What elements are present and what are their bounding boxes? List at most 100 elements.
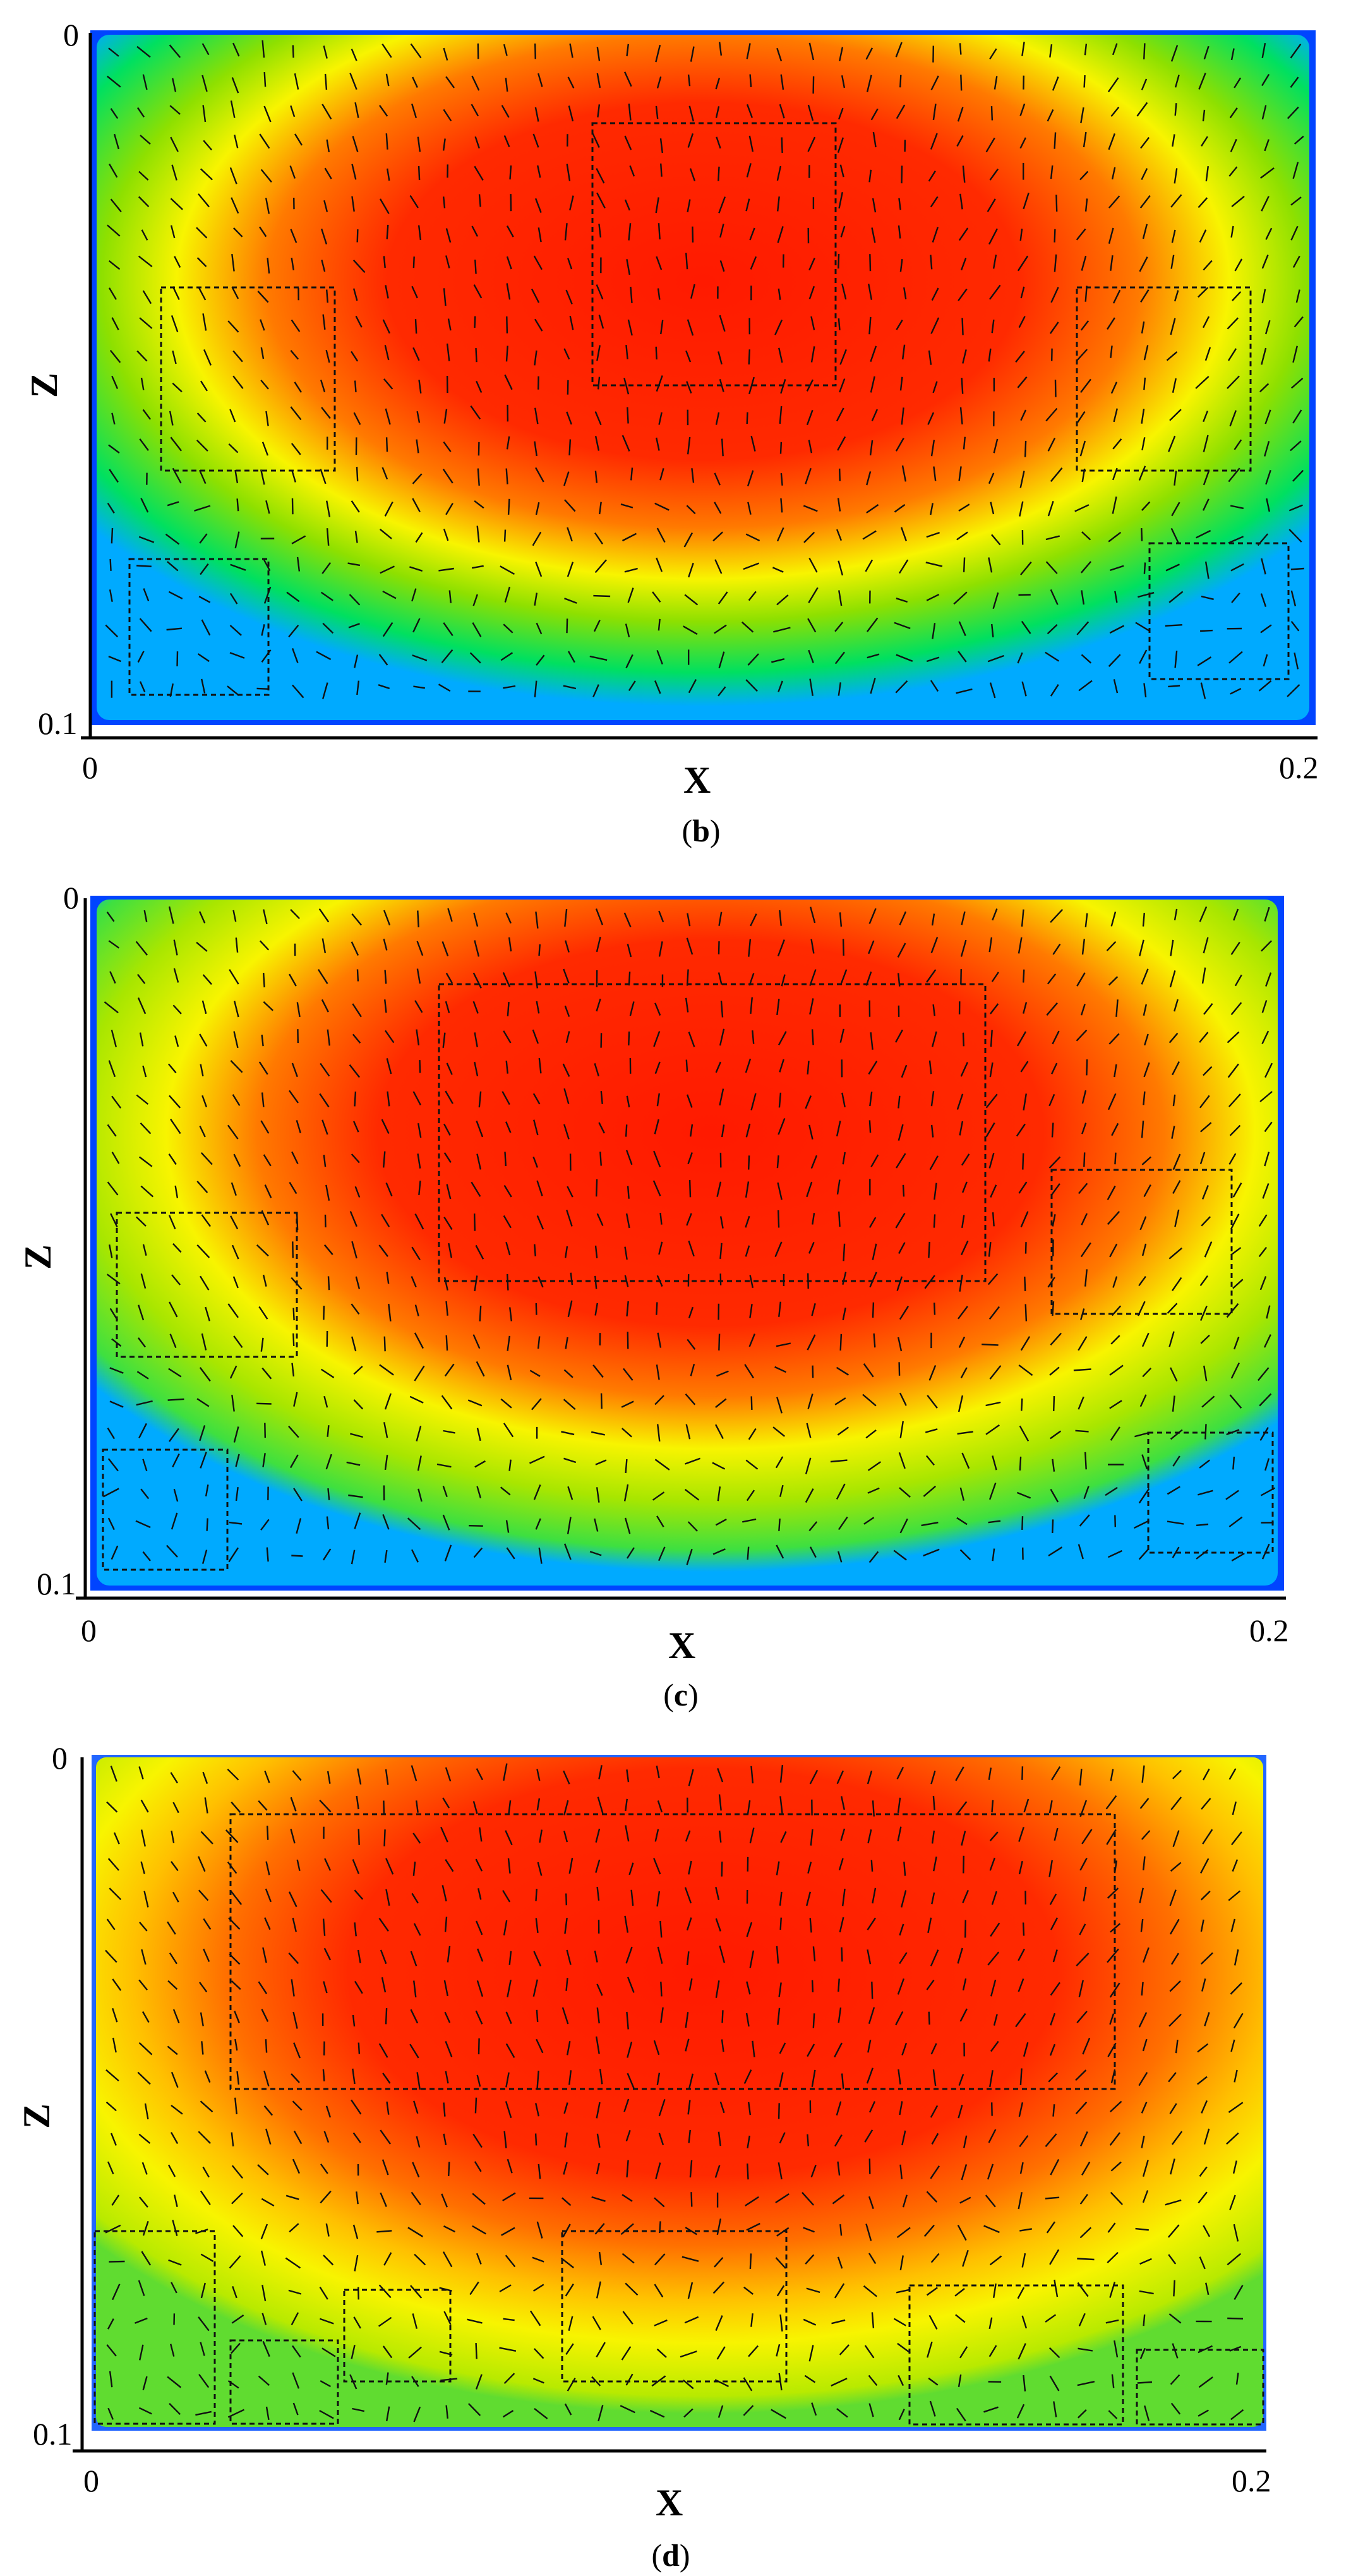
velocity-vector — [930, 2105, 939, 2118]
velocity-vector — [959, 193, 963, 210]
velocity-vector — [507, 498, 510, 515]
velocity-vector — [232, 2225, 244, 2237]
velocity-vector — [803, 2227, 815, 2233]
velocity-vector — [108, 260, 121, 270]
velocity-vector — [988, 1306, 1000, 1320]
velocity-vector — [957, 2225, 967, 2241]
velocity-vector — [445, 1001, 450, 1013]
velocity-vector — [443, 1123, 451, 1136]
velocity-vector — [108, 47, 119, 57]
velocity-vector — [568, 105, 574, 122]
velocity-vector — [630, 467, 633, 481]
region-box — [343, 2289, 452, 2383]
velocity-vector — [351, 1550, 356, 1565]
velocity-vector — [320, 1889, 332, 1903]
velocity-vector — [1228, 1153, 1237, 1165]
velocity-vector — [621, 1428, 632, 1438]
velocity-vector — [567, 2378, 576, 2392]
velocity-vector — [1257, 1367, 1270, 1381]
velocity-vector — [140, 1185, 154, 1198]
velocity-vector — [776, 2344, 781, 2357]
velocity-vector — [202, 1771, 208, 1785]
velocity-vector — [683, 625, 698, 635]
velocity-vector — [1287, 106, 1299, 119]
velocity-vector — [963, 436, 966, 450]
velocity-vector — [229, 2255, 241, 2269]
velocity-vector — [1198, 197, 1208, 208]
velocity-vector — [1046, 2221, 1055, 2234]
velocity-vector — [1230, 48, 1235, 61]
velocity-vector — [503, 685, 516, 689]
velocity-vector — [567, 562, 574, 577]
x-tick-left: 0 — [81, 1613, 97, 1648]
velocity-vector — [322, 682, 328, 699]
velocity-vector — [625, 1213, 630, 1229]
velocity-vector — [867, 1487, 880, 1494]
velocity-vector — [898, 1337, 903, 1352]
velocity-vector — [1264, 1121, 1273, 1133]
velocity-vector — [198, 2316, 210, 2332]
velocity-vector — [351, 164, 357, 180]
velocity-vector — [896, 104, 906, 119]
velocity-vector — [1199, 1152, 1206, 1165]
velocity-vector — [1170, 1797, 1182, 1810]
velocity-vector — [262, 1947, 267, 1963]
velocity-vector — [988, 2345, 997, 2357]
velocity-vector — [1170, 527, 1179, 544]
velocity-vector — [1204, 1241, 1213, 1258]
velocity-vector — [776, 1946, 779, 1964]
velocity-vector — [1045, 407, 1058, 422]
velocity-vector — [236, 2071, 240, 2085]
velocity-vector — [956, 688, 973, 694]
velocity-vector — [715, 78, 721, 90]
velocity-vector — [595, 1859, 601, 1873]
velocity-vector — [231, 2314, 244, 2324]
velocity-vector — [323, 1306, 325, 1320]
velocity-vector — [778, 347, 783, 363]
velocity-vector — [745, 2013, 750, 2027]
velocity-vector — [596, 1213, 604, 1226]
velocity-vector — [320, 469, 327, 485]
velocity-vector — [779, 1796, 783, 1814]
velocity-vector — [380, 565, 395, 574]
velocity-vector — [779, 2314, 783, 2332]
velocity-vector — [930, 75, 939, 90]
velocity-vector — [227, 320, 239, 333]
velocity-vector — [1084, 286, 1088, 302]
velocity-vector — [505, 1520, 510, 1533]
velocity-vector — [627, 1977, 635, 1993]
velocity-vector — [142, 290, 152, 304]
velocity-vector — [138, 2196, 148, 2208]
velocity-vector — [505, 1241, 511, 1256]
velocity-vector — [660, 320, 664, 335]
velocity-vector — [258, 1306, 268, 1320]
velocity-vector — [896, 2227, 911, 2239]
velocity-vector — [1227, 375, 1240, 389]
velocity-vector — [1077, 2409, 1087, 2419]
velocity-vector — [109, 1367, 124, 1374]
velocity-vector — [779, 2132, 786, 2144]
velocity-vector — [991, 534, 1001, 546]
velocity-vector — [956, 1517, 968, 1526]
velocity-vector — [776, 2285, 785, 2297]
velocity-vector — [837, 436, 846, 451]
velocity-vector — [227, 1124, 239, 1140]
velocity-vector — [292, 1770, 302, 1781]
velocity-vector — [532, 1029, 539, 1044]
velocity-vector — [203, 349, 212, 366]
velocity-vector — [349, 1064, 361, 1078]
vector-field — [105, 40, 1304, 699]
velocity-vector — [992, 592, 999, 610]
velocity-vector — [1079, 2131, 1088, 2147]
velocity-vector — [196, 1398, 210, 1407]
velocity-vector — [537, 1276, 544, 1288]
velocity-vector — [296, 1518, 302, 1534]
velocity-vector — [1230, 2039, 1235, 2052]
velocity-vector — [1081, 1213, 1088, 1225]
velocity-vector — [292, 2100, 303, 2111]
velocity-vector — [1110, 912, 1117, 927]
velocity-vector — [322, 1548, 332, 1561]
velocity-vector — [412, 498, 421, 512]
velocity-vector — [1021, 2315, 1028, 2329]
velocity-vector — [899, 75, 902, 88]
